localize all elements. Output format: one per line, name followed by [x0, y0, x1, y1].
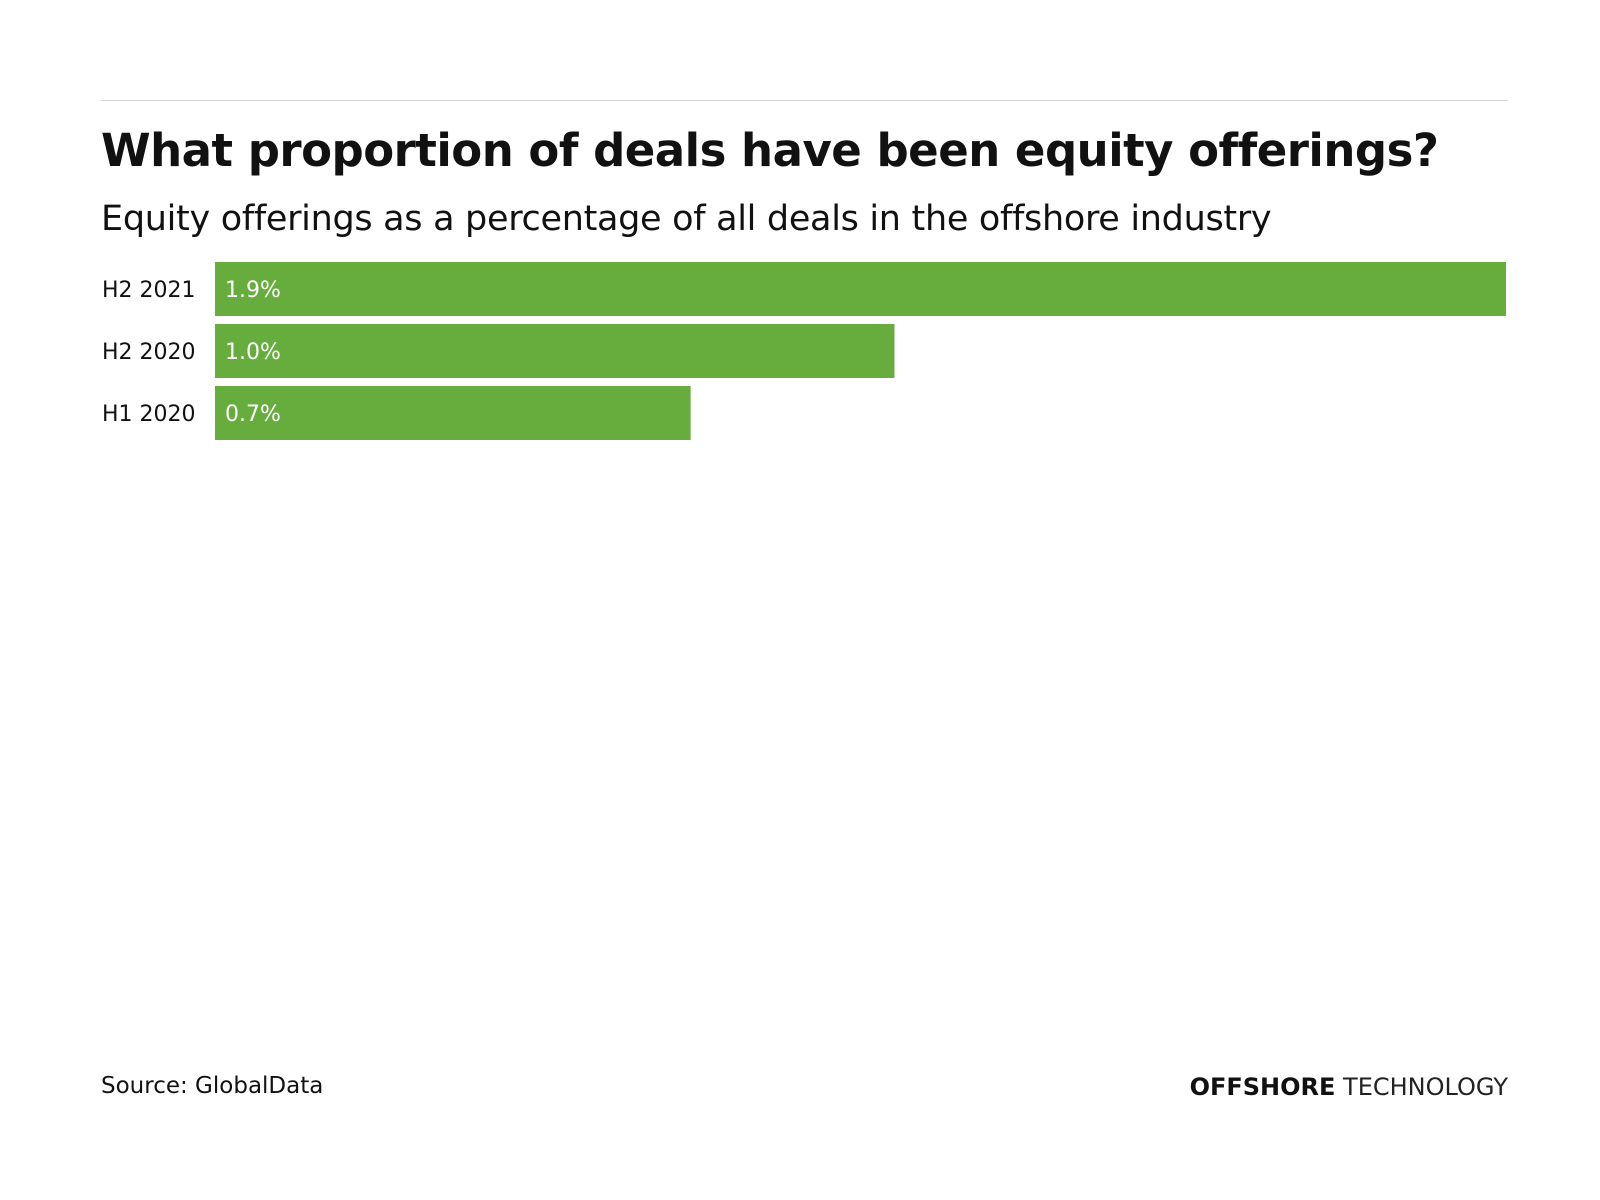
- category-label: H2 2021: [102, 278, 196, 303]
- bar: [215, 386, 691, 440]
- category-label: H2 2020: [102, 340, 196, 365]
- source-note: Source: GlobalData: [101, 1073, 324, 1099]
- data-label: 1.9%: [225, 278, 281, 303]
- category-label: H1 2020: [102, 402, 196, 427]
- logo-light: TECHNOLOGY: [1343, 1073, 1508, 1101]
- data-label: 0.7%: [225, 402, 281, 427]
- chart-title: What proportion of deals have been equit…: [101, 124, 1439, 177]
- bar: [215, 324, 895, 378]
- top-divider: [101, 100, 1508, 101]
- data-label: 1.0%: [225, 340, 281, 365]
- logo-bold: OFFSHORE: [1189, 1073, 1336, 1101]
- brand-logo: OFFSHORE TECHNOLOGY: [1190, 1073, 1508, 1101]
- chart-subtitle: Equity offerings as a percentage of all …: [101, 199, 1272, 239]
- bar: [215, 262, 1506, 316]
